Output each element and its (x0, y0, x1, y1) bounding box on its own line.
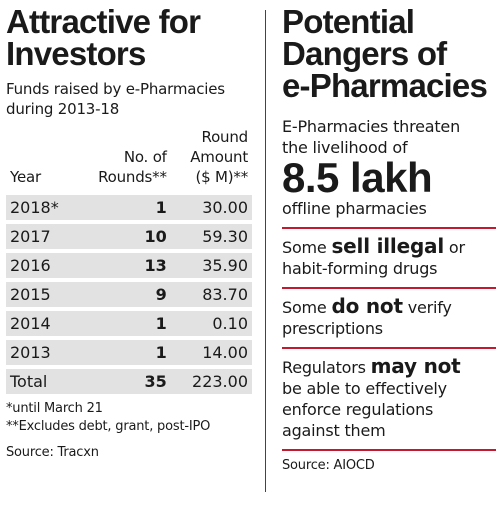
total-label: Total (6, 369, 77, 394)
danger-regulators: Regulators may not be able to effectivel… (282, 356, 496, 449)
danger-prescriptions: Some do not verify prescriptions (282, 296, 496, 347)
dangers-title-line3: e-Pharmacies (282, 67, 488, 104)
row-year: 2013 (6, 340, 77, 365)
regulators-line4: against them (282, 421, 386, 440)
table-row: 2013 1 14.00 (6, 340, 252, 365)
livelihood-line3: offline pharmacies (282, 199, 427, 218)
row-rounds: 1 (76, 195, 171, 220)
header-year: Year (10, 168, 41, 186)
source-tracxn: Source: Tracxn (6, 445, 99, 460)
regulators-pre: Regulators (282, 358, 371, 377)
prescriptions-post: verify (402, 298, 452, 317)
regulators-line2: be able to effectively (282, 379, 447, 398)
header-rounds-line2: Rounds** (98, 168, 167, 186)
row-amount: 0.10 (170, 311, 252, 336)
table-row: 2016 13 35.90 (6, 253, 252, 278)
row-amount: 30.00 (170, 195, 252, 220)
investors-title-line1: Attractive for (6, 3, 201, 40)
total-row: Total 35 223.00 (6, 369, 252, 394)
row-year: 2016 (6, 253, 77, 278)
table-row: 2014 1 0.10 (6, 311, 252, 336)
subtitle-line1: Funds raised by e-Pharmacies (6, 80, 225, 98)
table-row: 2015 9 83.70 (6, 282, 252, 307)
red-rule-3 (282, 347, 496, 349)
row-year: 2017 (6, 224, 77, 249)
red-rule-2 (282, 287, 496, 289)
livelihood-line1: E-Pharmacies threaten (282, 117, 461, 136)
footnote-excludes: **Excludes debt, grant, post-IPO (6, 419, 211, 434)
table-row: 2018* 1 30.00 (6, 195, 252, 220)
header-rounds-line1: No. of (123, 148, 167, 166)
header-amount: Round Amount ($ M)** (171, 127, 252, 191)
funds-table-header: Year No. of Rounds** Round Amount ($ M)*… (6, 127, 252, 191)
row-rounds: 13 (76, 253, 171, 278)
subtitle-line2: during 2013-18 (6, 100, 120, 118)
row-rounds: 1 (76, 311, 171, 336)
row-amount: 83.70 (170, 282, 252, 307)
livelihood-line2: the livelihood of (282, 138, 408, 157)
table-row: 2017 10 59.30 (6, 224, 252, 249)
total-amount: 223.00 (170, 369, 252, 394)
header-amount-line2: Amount (190, 148, 248, 166)
investors-subtitle: Funds raised by e-Pharmacies during 2013… (6, 79, 252, 119)
header-amount-line3: ($ M)** (195, 168, 248, 186)
prescriptions-emphasis: do not (331, 294, 403, 318)
source-aiocd: Source: AIOCD (282, 458, 375, 473)
illegal-emphasis: sell illegal (331, 234, 445, 258)
row-amount: 14.00 (170, 340, 252, 365)
funds-table: Year No. of Rounds** Round Amount ($ M)*… (6, 123, 252, 398)
prescriptions-pre: Some (282, 298, 332, 317)
investors-panel: Attractive for Investors Funds raised by… (6, 3, 252, 460)
header-rounds: No. of Rounds** (76, 127, 171, 191)
row-amount: 59.30 (170, 224, 252, 249)
row-year: 2018* (6, 195, 77, 220)
row-rounds: 10 (76, 224, 171, 249)
row-rounds: 1 (76, 340, 171, 365)
danger-illegal-drugs: Some sell illegal or habit-forming drugs (282, 236, 496, 287)
danger-livelihood: E-Pharmacies threaten the livelihood of … (282, 116, 496, 227)
illegal-post: or (444, 238, 465, 257)
regulators-emphasis: may not (370, 354, 461, 378)
row-year: 2015 (6, 282, 77, 307)
column-divider (265, 10, 266, 492)
dangers-panel: Potential Dangers of e-Pharmacies E-Phar… (282, 3, 496, 473)
illegal-pre: Some (282, 238, 332, 257)
dangers-title-line2: Dangers of (282, 35, 447, 72)
investors-title: Attractive for Investors (6, 3, 252, 72)
livelihood-big-number: 8.5 lakh (282, 154, 433, 201)
investors-title-line2: Investors (6, 35, 146, 72)
footnote-until-march: *until March 21 (6, 401, 103, 416)
footnotes: *until March 21 **Excludes debt, grant, … (6, 400, 252, 436)
dangers-title: Potential Dangers of e-Pharmacies (282, 3, 496, 104)
regulators-line3: enforce regulations (282, 400, 434, 419)
row-rounds: 9 (76, 282, 171, 307)
total-rounds: 35 (76, 369, 171, 394)
red-rule-1 (282, 227, 496, 229)
illegal-line2: habit-forming drugs (282, 259, 438, 278)
dangers-title-line1: Potential (282, 3, 415, 40)
prescriptions-line2: prescriptions (282, 319, 383, 338)
row-amount: 35.90 (170, 253, 252, 278)
red-rule-4 (282, 449, 496, 451)
row-year: 2014 (6, 311, 77, 336)
header-amount-line1: Round (201, 128, 249, 146)
